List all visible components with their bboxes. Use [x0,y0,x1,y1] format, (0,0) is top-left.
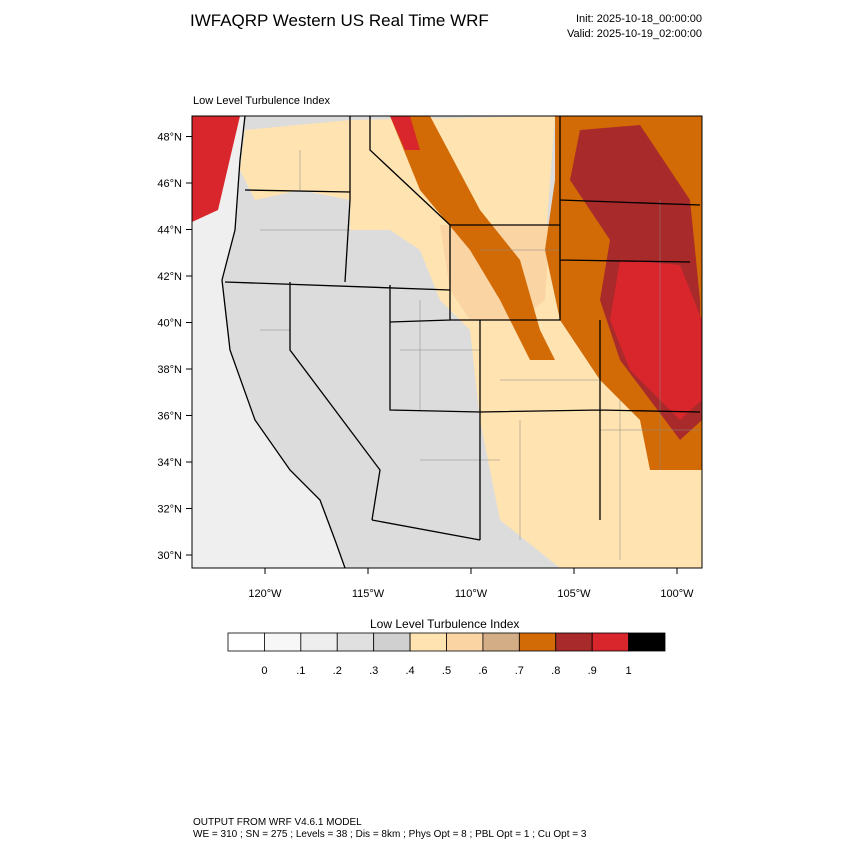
turbulence-high [390,116,420,150]
lat-label: 38°N [157,364,182,376]
colorbar-label: .6 [478,665,487,677]
county-lines [260,150,700,560]
turbulence-ridges [390,116,555,360]
colorbar-box [336,632,375,652]
lon-label: 105°W [557,588,591,600]
lat-label: 44°N [157,225,182,237]
lon-label: 120°W [248,588,282,600]
lon-label: 100°W [660,588,694,600]
colorbar-box [628,632,666,652]
colorbar-box [264,632,302,652]
footer-line: OUTPUT FROM WRF V4.6.1 MODEL [193,817,362,828]
colorbar-box [518,632,557,652]
lat-label: 32°N [157,504,182,516]
colorbar-title: Low Level Turbulence Index [370,617,519,631]
map-label: Low Level Turbulence Index [193,95,330,107]
colorbar-label: .7 [515,665,524,677]
colorbar-label: .3 [369,665,378,677]
colorbar-label: .4 [405,665,414,677]
lon-label: 110°W [455,588,488,600]
colorbar-label: .5 [442,665,451,677]
footer-line: WE = 310 ; SN = 275 ; Levels = 38 ; Dis … [193,829,587,840]
valid-time: Valid: 2025-10-19_02:00:00 [567,28,702,40]
colorbar-box [227,632,265,652]
lat-label: 34°N [157,457,182,469]
colorbar-label: .2 [333,665,342,677]
colorbar-box [300,632,338,652]
colorbar-box [446,632,484,652]
turbulence-moderate [240,120,350,200]
lat-label: 42°N [157,271,182,283]
lat-label: 36°N [157,411,182,423]
colorbar-label: 1 [626,665,632,677]
turbulence-high [610,260,702,420]
colorbar-box [373,632,411,652]
map-frame [191,115,703,569]
ocean [192,116,345,568]
colorbar-label: .8 [551,665,560,677]
colorbar-label: .1 [296,665,305,677]
lat-label: 30°N [157,550,182,562]
map [191,115,703,569]
colorbar-box [555,632,593,652]
lat-label: 48°N [157,132,182,144]
colorbar-label: .9 [588,665,597,677]
lat-label: 40°N [157,318,182,330]
init-time: Init: 2025-10-18_00:00:00 [576,13,702,25]
title: IWFAQRP Western US Real Time WRF [190,11,489,30]
state-borders [221,116,701,568]
colorbar-box [591,632,629,652]
colorbar-label: 0 [261,665,267,677]
turbulence-high [192,116,240,222]
colorbar-box [409,632,447,652]
lat-label: 46°N [157,178,182,190]
colorbar-box [482,632,520,652]
lon-label: 115°W [352,588,385,600]
